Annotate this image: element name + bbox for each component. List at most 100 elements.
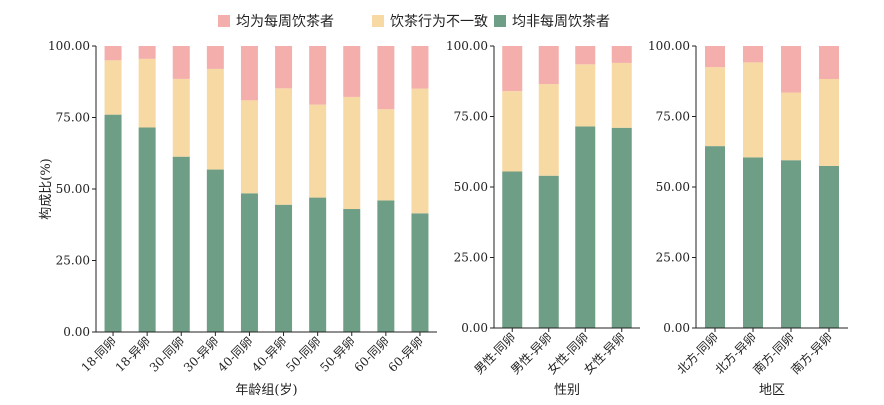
legend-swatch-non-weekly [494,15,506,27]
bar-segment [705,146,725,328]
x-axis-title: 地区 [759,383,785,398]
bar-segment [781,92,801,161]
legend-item-weekly: 均为每周饮茶者 [218,14,334,30]
bar-segment [575,64,596,127]
x-tick-label: 30-同卵 [147,334,188,375]
y-axis-title: 构成比(%) [39,158,54,220]
bar-segment [538,84,559,176]
bar-segment [611,127,632,328]
bar-segment [377,200,395,332]
x-tick-label: 60-异卵 [386,334,427,375]
bar-segment [411,88,429,214]
bar-segment [705,67,725,147]
bar-segment [819,46,839,79]
bar-segment [104,114,122,332]
panel-2: 0.00 25.00 50.00 75.00 100.00 男性-同卵男性-异卵女性-同卵… [446,39,640,398]
bar-segment [309,197,327,332]
x-tick-label: 18-异卵 [113,334,154,375]
bar-segment [240,193,258,332]
bar-segment [705,46,725,68]
bar-segment [206,68,224,170]
bar-segment [309,46,327,105]
y-tick-label: 0.00 [663,321,690,335]
bar-segment [538,175,559,328]
legend-label-inconsistent: 饮茶行为不一致 [390,14,488,30]
bar-segment [275,46,293,89]
bars [705,46,839,328]
bar-segment [819,165,839,328]
legend-item-non-weekly: 均非每周饮茶者 [494,14,610,30]
y-tick-label: 75.00 [56,111,90,125]
bar-segment [206,46,224,69]
y-ticks: 0.00 25.00 50.00 75.00 100.00 [48,39,96,339]
bar-segment [377,109,395,201]
bar-segment [743,157,763,328]
bar-segment [502,91,523,172]
bar-segment [343,96,361,210]
y-tick-label: 50.00 [454,180,488,194]
bar-segment [343,46,361,97]
bar-segment [377,46,395,110]
panel-3: 0.00 25.00 50.00 75.00 100.00 北方-同卵北方-异卵南方-同卵… [648,39,848,398]
bar-segment [575,46,596,65]
y-tick-label: 25.00 [454,251,488,265]
x-axis-title: 年龄组(岁) [235,383,297,398]
bar-segment [411,213,429,332]
legend-swatch-inconsistent [372,15,384,27]
y-tick-label: 75.00 [454,110,488,124]
bar-segment [819,78,839,166]
x-ticks: 18-同卵18-异卵30-同卵30-异卵40-同卵40-异卵50-同卵50-异卵… [79,332,426,375]
bar-segment [138,46,156,59]
y-tick-label: 50.00 [656,180,690,194]
x-tick-label: 60-同卵 [351,334,392,375]
x-tick-label: 南方-异卵 [788,330,835,377]
legend-item-inconsistent: 饮茶行为不一致 [372,14,488,30]
x-tick-label: 30-异卵 [181,334,222,375]
legend: 均为每周饮茶者 饮茶行为不一致 均非每周饮茶者 [218,14,610,30]
bar-segment [611,62,632,128]
y-tick-label: 25.00 [56,254,90,268]
bar-segment [343,209,361,332]
bar-segment [502,171,523,328]
x-axis-title: 性别 [554,383,580,398]
bar-segment [743,46,763,63]
bar-segment [104,60,122,115]
x-tick-label: 50-异卵 [317,334,358,375]
bar-segment [240,46,258,101]
bar-segment [502,46,523,92]
bar-segment [781,160,801,328]
legend-swatch-weekly [218,15,230,27]
legend-label-non-weekly: 均非每周饮茶者 [512,14,610,30]
bar-segment [575,126,596,329]
chart-panels: 0.00 25.00 50.00 75.00 100.00 18-同卵18-异卵30-同卵… [48,39,848,398]
bar-segment [206,169,224,332]
bar-segment [172,78,190,157]
bars [104,46,429,332]
bar-segment [309,104,327,198]
bar-segment [172,156,190,332]
y-tick-label: 25.00 [656,251,690,265]
bar-segment [275,88,293,205]
x-tick-label: 18-同卵 [79,334,120,375]
bar-segment [743,62,763,158]
bar-segment [781,46,801,93]
y-tick-label: 100.00 [648,39,690,53]
x-tick-label: 40-同卵 [215,334,256,375]
y-tick-label: 100.00 [48,39,90,53]
bar-segment [172,46,190,79]
bar-segment [138,58,156,128]
bar-segment [538,46,559,85]
x-tick-label: 40-异卵 [249,334,290,375]
bar-segment [275,204,293,332]
bar-segment [411,46,429,89]
panel-1: 0.00 25.00 50.00 75.00 100.00 18-同卵18-异卵30-同卵… [48,39,437,398]
bar-segment [104,46,122,61]
y-ticks: 0.00 25.00 50.00 75.00 100.00 [446,39,494,335]
y-ticks: 0.00 25.00 50.00 75.00 100.00 [648,39,696,335]
x-tick-label: 50-同卵 [283,334,324,375]
legend-label-weekly: 均为每周饮茶者 [236,14,334,30]
y-tick-label: 100.00 [446,39,488,53]
